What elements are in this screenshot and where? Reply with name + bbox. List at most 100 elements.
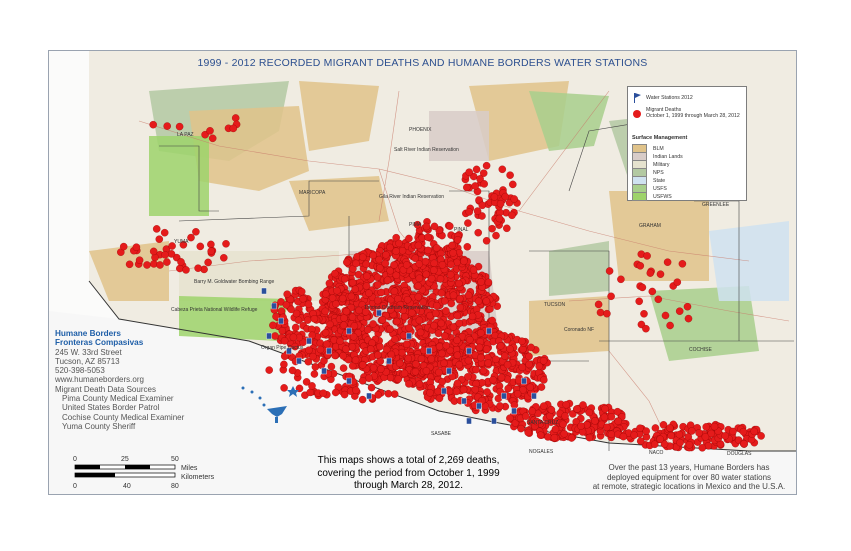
migrant-death-point	[447, 260, 455, 269]
land-management-area	[549, 241, 609, 296]
migrant-death-point	[339, 364, 348, 372]
migrant-death-point	[359, 253, 367, 261]
migrant-death-point	[660, 440, 669, 448]
note-line: deployed equipment for over 80 water sta…	[606, 472, 772, 482]
migrant-death-point	[414, 241, 423, 250]
migrant-death-point	[474, 228, 482, 237]
migrant-death-point	[415, 380, 424, 388]
migrant-death-point	[495, 214, 504, 223]
migrant-death-point	[702, 423, 710, 431]
migrant-death-point	[321, 328, 330, 337]
migrant-death-point	[442, 341, 451, 350]
map-canvas: LA PAZ PHOENIX Salt River Indian Reserva…	[49, 51, 796, 494]
migrant-death-point	[382, 251, 390, 259]
migrant-death-point	[496, 342, 505, 350]
migrant-death-point	[392, 271, 401, 279]
scale-bar: 0 25 50 Miles Kilometers 0 40 80	[71, 453, 231, 493]
migrant-death-point	[449, 291, 458, 300]
migrant-death-point	[453, 336, 461, 345]
migrant-death-point	[132, 243, 141, 251]
migrant-death-point	[456, 294, 464, 303]
migrant-death-point	[452, 387, 461, 396]
migrant-death-point	[460, 257, 468, 265]
migrant-death-point	[414, 293, 423, 301]
legend-row-water-stations: Water Stations 2012	[632, 93, 693, 103]
migrant-death-point	[666, 424, 674, 432]
water-station-point	[461, 397, 467, 405]
migrant-death-point	[415, 316, 424, 325]
migrant-death-point	[436, 275, 445, 283]
migrant-death-point	[585, 408, 594, 417]
land-management-area	[89, 241, 169, 301]
migrant-death-point	[348, 313, 357, 321]
migrant-death-point	[472, 365, 480, 374]
migrant-death-point	[386, 243, 394, 252]
migrant-death-point	[561, 412, 569, 420]
migrant-death-point	[646, 269, 655, 277]
migrant-death-point	[478, 396, 486, 405]
land-management-area	[299, 81, 379, 151]
migrant-death-point	[413, 220, 422, 229]
migrant-death-point	[453, 311, 462, 320]
migrant-death-point	[453, 379, 462, 388]
migrant-death-point	[455, 360, 464, 369]
migrant-death-point	[369, 251, 377, 260]
org-name-spanish: Fronteras Compasivas	[55, 338, 144, 348]
migrant-death-point	[473, 207, 482, 215]
migrant-death-point	[482, 297, 491, 305]
place-label-pima: PIMA	[409, 222, 422, 228]
migrant-death-point	[468, 312, 477, 321]
migrant-death-point	[177, 258, 185, 266]
scale-km-tick: 80	[171, 483, 179, 490]
migrant-death-point	[398, 246, 407, 255]
migrant-death-point	[442, 307, 450, 315]
water-station-point	[466, 417, 472, 425]
migrant-death-point	[504, 384, 512, 393]
migrant-death-point	[614, 417, 622, 426]
migrant-death-point	[448, 241, 456, 250]
migrant-death-point	[525, 360, 533, 369]
migrant-death-point	[490, 193, 499, 201]
source-item: Pima County Medical Examiner	[62, 394, 174, 404]
migrant-death-point	[503, 361, 512, 369]
migrant-death-point	[376, 342, 384, 351]
note-line: at remote, strategic locations in Mexico…	[592, 482, 786, 491]
place-label-yuma: YUMA	[174, 239, 189, 245]
migrant-death-point	[488, 224, 496, 233]
migrant-death-point	[265, 366, 273, 374]
migrant-death-point	[478, 201, 487, 210]
migrant-death-point	[321, 290, 330, 298]
migrant-death-point	[506, 345, 514, 353]
water-station-point	[446, 367, 452, 375]
water-station-point	[531, 392, 537, 400]
red-dot-icon	[633, 110, 641, 118]
legend-migrant-deaths-label: Migrant Deaths	[646, 107, 682, 113]
place-label-greenlee: GREENLEE	[702, 202, 730, 208]
place-label-salt-river: Salt River Indian Reservation	[394, 147, 459, 153]
migrant-death-point	[362, 260, 370, 268]
org-website[interactable]: www.humaneborders.org	[55, 375, 144, 385]
migrant-death-point	[358, 377, 367, 385]
migrant-death-point	[280, 360, 288, 369]
migrant-death-point	[544, 433, 552, 441]
migrant-death-point	[161, 251, 169, 259]
migrant-death-point	[434, 387, 442, 396]
water-station-point	[326, 347, 332, 355]
migrant-death-point	[613, 407, 622, 416]
migrant-death-point	[412, 360, 420, 368]
place-label-phoenix: PHOENIX	[409, 127, 432, 133]
migrant-death-point	[283, 290, 291, 298]
migrant-death-point	[666, 321, 674, 330]
migrant-death-point	[524, 428, 532, 437]
migrant-death-point	[176, 264, 184, 273]
migrant-death-point	[208, 134, 217, 143]
migrant-death-point	[438, 349, 446, 358]
migrant-death-point	[654, 295, 663, 304]
water-station-point	[366, 392, 372, 400]
migrant-death-point	[464, 356, 473, 365]
legend-migrant-deaths-dates: October 1, 1999 through March 28, 2012	[646, 113, 740, 119]
migrant-death-point	[402, 261, 411, 269]
source-item: Cochise County Medical Examiner	[62, 412, 185, 422]
migrant-death-point	[206, 127, 214, 135]
migrant-death-point	[636, 262, 645, 270]
